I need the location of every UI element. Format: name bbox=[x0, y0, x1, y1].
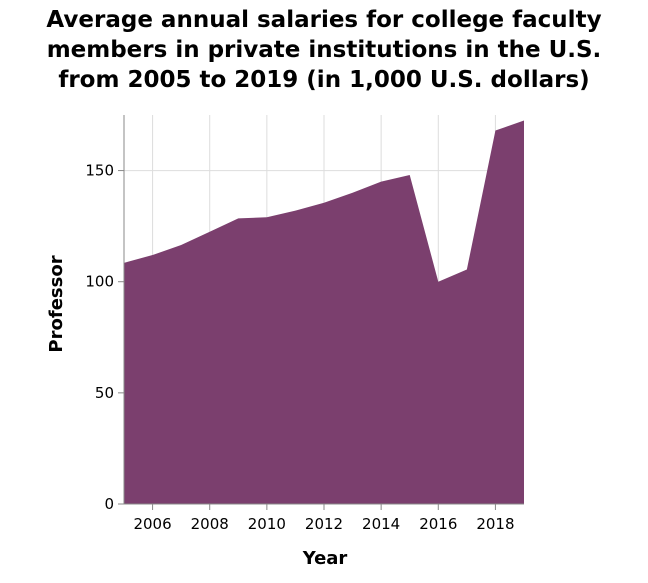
axes: 2006 2008 2010 2012 2014 2016 2018 0 50 100 150 bbox=[85, 115, 524, 533]
x-tick-label-2016: 2016 bbox=[419, 515, 457, 533]
y-tick-label-50: 50 bbox=[95, 384, 114, 402]
area-series-0 bbox=[124, 120, 524, 505]
x-tick-label-2006: 2006 bbox=[133, 515, 171, 533]
y-tick-label-0: 0 bbox=[104, 495, 114, 513]
x-tick-label-2010: 2010 bbox=[248, 515, 286, 533]
x-tick-label-2008: 2008 bbox=[191, 515, 229, 533]
plot-area bbox=[124, 120, 524, 505]
chart-title-line-2: members in private institutions in the U… bbox=[47, 37, 602, 63]
chart-title-line-3: from 2005 to 2019 (in 1,000 U.S. dollars… bbox=[58, 67, 589, 93]
x-tick-label-2018: 2018 bbox=[476, 515, 514, 533]
chart-title-line-1: Average annual salaries for college facu… bbox=[46, 7, 601, 33]
x-axis-title: Year bbox=[302, 548, 348, 569]
y-axis-title: Professor bbox=[46, 255, 67, 352]
x-tick-label-2014: 2014 bbox=[362, 515, 400, 533]
x-tick-label-2012: 2012 bbox=[305, 515, 343, 533]
y-tick-label-150: 150 bbox=[85, 162, 114, 180]
y-tick-label-100: 100 bbox=[85, 273, 114, 291]
